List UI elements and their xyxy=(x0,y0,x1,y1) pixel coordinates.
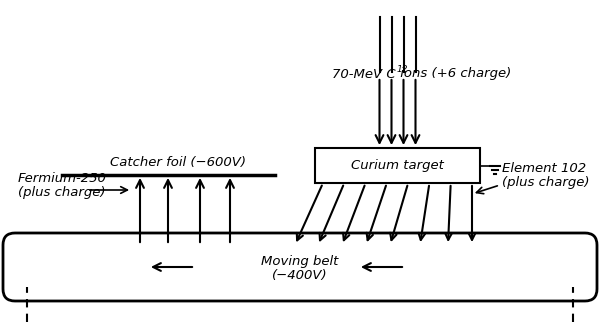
FancyBboxPatch shape xyxy=(3,233,597,301)
Text: 12: 12 xyxy=(397,64,408,74)
Text: 70-MeV C: 70-MeV C xyxy=(332,67,395,80)
Text: Curium target: Curium target xyxy=(351,159,444,172)
Text: Catcher foil (−600V): Catcher foil (−600V) xyxy=(110,156,247,169)
Bar xyxy=(315,148,480,183)
Text: (−400V): (−400V) xyxy=(272,269,328,283)
Text: Element 102: Element 102 xyxy=(502,162,586,175)
Text: Fermium-250: Fermium-250 xyxy=(18,172,107,185)
Text: (plus charge): (plus charge) xyxy=(502,176,589,189)
Text: (plus charge): (plus charge) xyxy=(18,186,106,199)
Text: ions (+6 charge): ions (+6 charge) xyxy=(397,67,512,80)
Text: Moving belt: Moving belt xyxy=(262,254,338,267)
